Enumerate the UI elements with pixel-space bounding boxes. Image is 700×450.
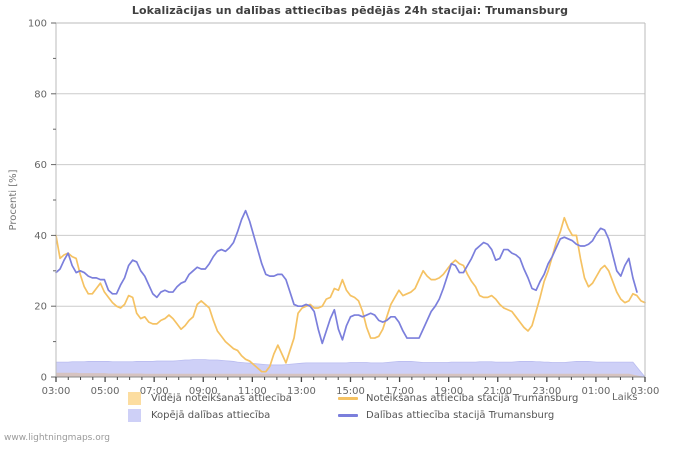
legend-label-total-participation: Kopējā dalības attiecība — [151, 410, 271, 421]
chart-plot-svg: 0 20 40 60 80 100 Procenti [%] 03:00 05:00 07:00 0… — [8, 19, 660, 398]
svg-text:40: 40 — [34, 231, 47, 242]
svg-text:09:00: 09:00 — [189, 386, 218, 397]
legend-label-station-detection: Noteikšanas attiecība stacijā Trumansbur… — [366, 393, 579, 404]
legend-swatch-station-detection — [338, 397, 358, 400]
legend-row-2: Kopējā dalības attiecība Dalības attiecī… — [128, 407, 668, 424]
svg-text:05:00: 05:00 — [91, 386, 120, 397]
legend-swatch-avg-detection — [128, 392, 141, 405]
legend-swatch-station-participation — [338, 414, 358, 417]
legend-label-station-participation: Dalības attiecība stacijā Trumansburg — [366, 410, 555, 421]
svg-text:0: 0 — [41, 373, 47, 384]
svg-text:15:00: 15:00 — [336, 386, 365, 397]
legend-row-1: Vidējā noteikšanas attiecība Noteikšanas… — [128, 390, 668, 407]
svg-text:60: 60 — [34, 160, 47, 171]
footer-watermark: www.lightningmaps.org — [4, 433, 110, 443]
svg-text:19:00: 19:00 — [434, 386, 463, 397]
svg-text:20: 20 — [34, 302, 47, 313]
legend-label-avg-detection: Vidējā noteikšanas attiecība — [151, 393, 292, 404]
svg-text:03:00: 03:00 — [631, 386, 660, 397]
legend-item-avg-detection[interactable]: Vidējā noteikšanas attiecība — [128, 392, 338, 405]
svg-text:11:00: 11:00 — [238, 386, 267, 397]
legend-swatch-total-participation — [128, 409, 141, 422]
svg-text:Procenti [%]: Procenti [%] — [8, 169, 19, 230]
svg-text:13:00: 13:00 — [287, 386, 316, 397]
svg-text:17:00: 17:00 — [385, 386, 414, 397]
svg-text:23:00: 23:00 — [532, 386, 561, 397]
legend-item-station-participation[interactable]: Dalības attiecība stacijā Trumansburg — [338, 410, 658, 421]
svg-text:80: 80 — [34, 89, 47, 100]
svg-text:03:00: 03:00 — [42, 386, 71, 397]
legend-item-total-participation[interactable]: Kopējā dalības attiecība — [128, 409, 338, 422]
x-axis-title: Laiks — [612, 392, 638, 403]
svg-text:07:00: 07:00 — [140, 386, 169, 397]
chart-title: Lokalizācijas un dalības attiecības pēdē… — [131, 4, 569, 17]
legend-item-station-detection[interactable]: Noteikšanas attiecība stacijā Trumansbur… — [338, 393, 658, 404]
chart-legend: Vidējā noteikšanas attiecība Noteikšanas… — [128, 390, 668, 424]
svg-text:21:00: 21:00 — [483, 386, 512, 397]
svg-text:01:00: 01:00 — [582, 386, 611, 397]
svg-text:100: 100 — [28, 19, 47, 30]
